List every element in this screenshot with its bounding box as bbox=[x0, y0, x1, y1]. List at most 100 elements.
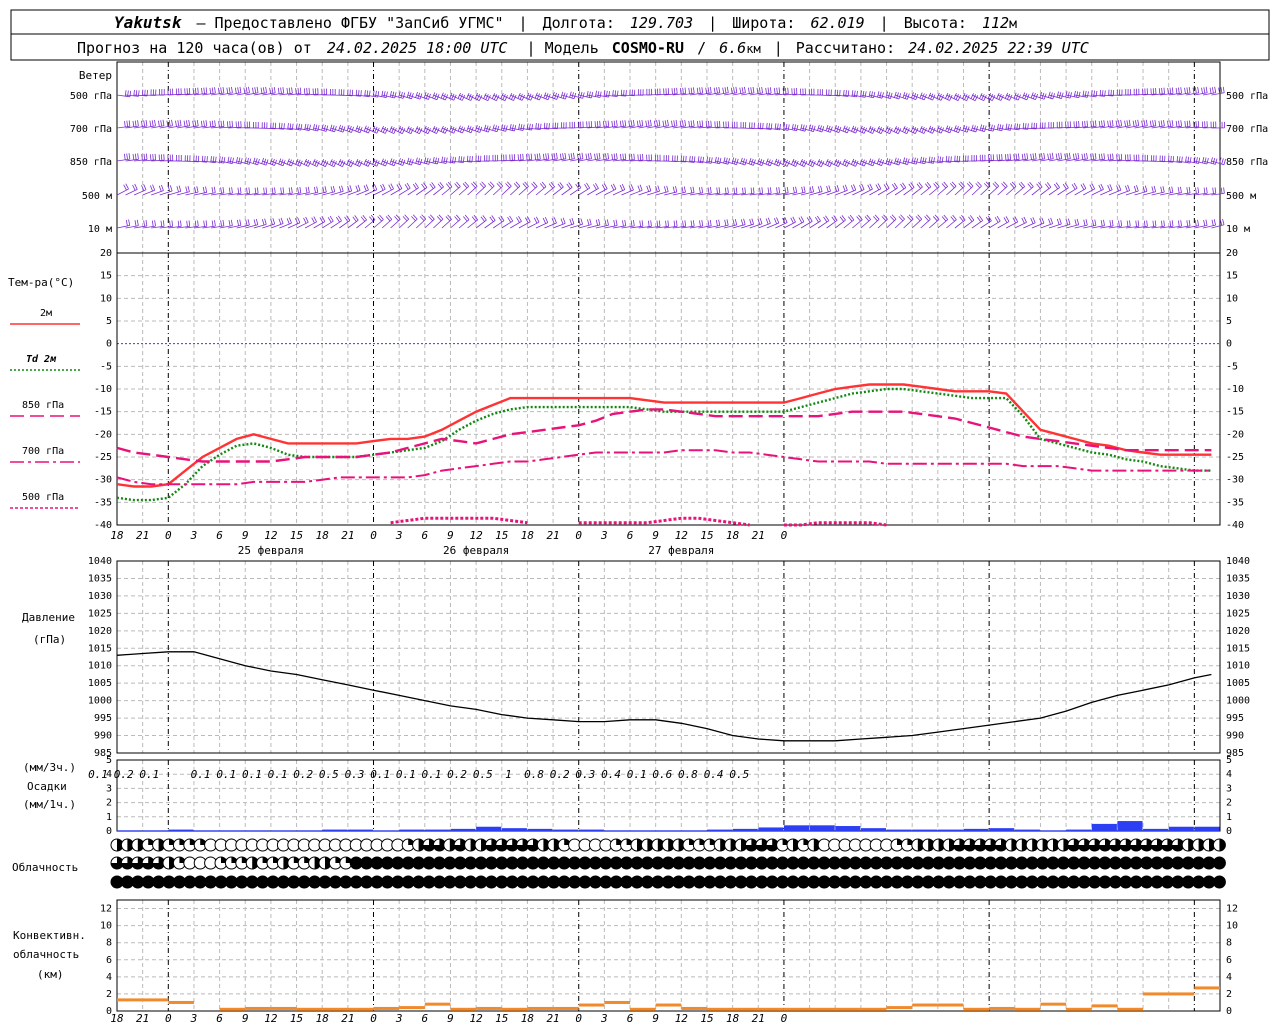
wind-barb-feather bbox=[1135, 120, 1137, 127]
wind-barb-staff bbox=[792, 191, 806, 196]
wind-barb-feather bbox=[1084, 120, 1086, 127]
wind-barb-feather bbox=[509, 215, 514, 222]
wind-barb-staff bbox=[253, 160, 267, 166]
cloud-symbol bbox=[1171, 875, 1185, 889]
wind-barb-feather bbox=[785, 123, 788, 130]
wind-barb bbox=[595, 183, 608, 196]
wind-barb-feather bbox=[487, 95, 491, 101]
wind-barb bbox=[698, 219, 712, 229]
wind-barb bbox=[715, 121, 729, 129]
wind-barb-staff bbox=[236, 92, 250, 96]
cloud-symbol bbox=[1004, 856, 1018, 870]
temp-ytick-left: -25 bbox=[94, 452, 112, 463]
wind-barb bbox=[441, 125, 457, 134]
wind-barb-feather bbox=[539, 153, 541, 160]
wind-barb-feather bbox=[1152, 220, 1155, 227]
wind-barb-staff bbox=[1151, 225, 1165, 229]
cloud-fill-full bbox=[433, 857, 446, 869]
wind-barb-feather bbox=[916, 183, 921, 189]
wind-barb-feather bbox=[404, 214, 410, 220]
wind-barb-feather bbox=[1171, 186, 1174, 193]
wind-barb-feather bbox=[613, 120, 616, 127]
wind-barb-feather bbox=[945, 92, 949, 99]
wind-barb bbox=[997, 216, 1010, 229]
wind-barb-feather bbox=[1219, 219, 1223, 226]
wind-barb-feather bbox=[690, 120, 693, 127]
precip-bar bbox=[783, 825, 810, 831]
precip-bar bbox=[424, 829, 450, 831]
wind-barb-feather bbox=[295, 158, 299, 165]
cloud-fill-full bbox=[766, 857, 779, 869]
cloud-symbol bbox=[412, 875, 426, 889]
wind-barb-staff bbox=[1023, 127, 1037, 130]
wind-barb-feather bbox=[312, 123, 315, 131]
wind-barb-staff bbox=[381, 94, 395, 99]
wind-barb bbox=[1134, 185, 1148, 196]
wind-barb-feather bbox=[968, 181, 974, 187]
cloud-fill-part bbox=[121, 857, 134, 870]
wind-barb bbox=[1168, 87, 1182, 96]
wind-barb bbox=[510, 181, 521, 196]
model-label: Модель bbox=[545, 39, 599, 57]
cloud-symbol bbox=[391, 875, 405, 889]
cloud-symbol bbox=[495, 856, 509, 870]
wind-barb-feather bbox=[355, 185, 359, 192]
wind-barb bbox=[475, 215, 487, 229]
cloud-fill-full bbox=[1026, 857, 1039, 869]
wind-barb-feather bbox=[160, 220, 163, 227]
wind-barb bbox=[510, 216, 522, 229]
wind-barb-staff bbox=[458, 94, 471, 101]
wind-barb bbox=[553, 152, 567, 162]
precip-bar bbox=[476, 826, 502, 831]
wind-barb-staff bbox=[903, 187, 915, 196]
wind-barb-feather bbox=[347, 185, 350, 192]
cloud-symbol bbox=[1129, 838, 1143, 852]
wind-barb bbox=[1134, 119, 1148, 129]
wind-barb bbox=[219, 219, 233, 229]
wind-barb-feather bbox=[421, 214, 427, 220]
wind-barb-feather bbox=[758, 87, 761, 94]
wind-barb-feather bbox=[180, 220, 182, 227]
pressure-ytick-left: 990 bbox=[94, 731, 112, 742]
wind-barb-staff bbox=[877, 160, 891, 166]
wind-barb-staff bbox=[501, 220, 513, 229]
wind-barb-feather bbox=[792, 216, 796, 223]
cloud-fill-full bbox=[839, 876, 851, 888]
wind-barb-feather bbox=[1018, 153, 1020, 160]
wind-barb bbox=[749, 122, 764, 130]
wind-barb-feather bbox=[647, 120, 650, 127]
wind-barb bbox=[287, 217, 301, 229]
wind-barb-feather bbox=[447, 181, 453, 187]
wind-barb bbox=[894, 126, 910, 135]
cloud-fill-part bbox=[1063, 839, 1070, 851]
cloud-fill-full bbox=[1099, 876, 1111, 888]
wind-barb-staff bbox=[971, 185, 982, 196]
wind-barb-staff bbox=[168, 125, 182, 129]
wind-barb-feather bbox=[681, 120, 684, 127]
wind-barb-staff bbox=[1142, 125, 1156, 129]
wind-barb-staff bbox=[270, 92, 284, 96]
wind-barb-feather bbox=[194, 220, 197, 227]
wind-barb bbox=[1202, 86, 1217, 96]
wind-barb-feather bbox=[649, 119, 652, 126]
cloud-fill-full bbox=[443, 857, 456, 869]
wind-barb-feather bbox=[456, 181, 461, 187]
cloud-symbol bbox=[828, 875, 842, 889]
precip-bar bbox=[989, 828, 1015, 831]
wind-barb-feather bbox=[913, 157, 916, 164]
cloud-symbol bbox=[651, 838, 665, 852]
wind-barb-staff bbox=[672, 191, 686, 196]
wind-barb-feather bbox=[557, 183, 562, 189]
hour-label: 12 bbox=[469, 1012, 483, 1024]
convective-bar bbox=[989, 1006, 1015, 1010]
wind-barb-feather bbox=[1098, 153, 1101, 160]
wind-barb bbox=[552, 217, 566, 229]
wind-barb-feather bbox=[611, 153, 614, 160]
wind-barb-feather bbox=[848, 216, 853, 222]
wind-barb-feather bbox=[559, 153, 562, 160]
wind-barb-feather bbox=[360, 216, 366, 222]
wind-barb-feather bbox=[1188, 87, 1191, 94]
cloud-fill-part bbox=[449, 839, 456, 851]
wind-barb-staff bbox=[561, 187, 573, 196]
hour-label: 18 bbox=[726, 529, 740, 542]
